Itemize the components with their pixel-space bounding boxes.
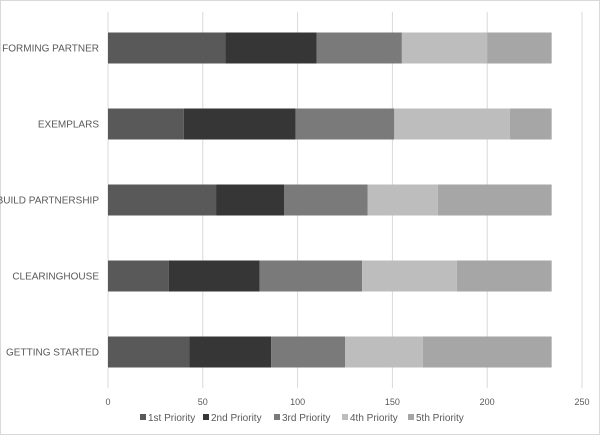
legend-swatch-2 (203, 414, 209, 420)
legend-label-4: 4th Priority (350, 413, 398, 424)
category-label-exemplars: EXEMPLARS (38, 120, 99, 131)
bar-exemplars-series-4 (394, 108, 510, 140)
bar-build-partnership-series-1 (108, 184, 217, 216)
x-tick-label-100: 100 (290, 397, 305, 407)
legend-label-3: 3rd Priority (282, 413, 330, 424)
legend-label-5: 5th Priority (416, 413, 464, 424)
category-label-getting-started: GETTING STARTED (6, 348, 99, 359)
category-label-forming-partner: FORMING PARTNER (2, 44, 99, 55)
bar-forming-partner-series-4 (401, 32, 488, 64)
bar-exemplars-series-1 (108, 108, 184, 140)
bar-clearinghouse-series-2 (168, 260, 260, 292)
x-tick-label-50: 50 (198, 397, 208, 407)
bar-getting-started-series-2 (189, 336, 272, 368)
bar-build-partnership-series-5 (437, 184, 552, 216)
category-label-build-partnership: BUILD PARTNERSHIP (0, 196, 99, 207)
bar-getting-started-series-1 (108, 336, 190, 368)
bar-exemplars-series-2 (183, 108, 296, 140)
x-tick-label-250: 250 (574, 397, 589, 407)
bar-forming-partner-series-3 (316, 32, 402, 64)
bar-clearinghouse-series-1 (108, 260, 169, 292)
x-tick-label-200: 200 (480, 397, 495, 407)
x-tick-label-0: 0 (105, 397, 110, 407)
bar-getting-started-series-4 (345, 336, 423, 368)
legend-label-2: 2nd Priority (211, 413, 262, 424)
category-label-clearinghouse: CLEARINGHOUSE (12, 272, 99, 283)
bar-getting-started-series-3 (271, 336, 345, 368)
legend-swatch-3 (274, 414, 280, 420)
legend-swatch-5 (408, 414, 414, 420)
legend-label-1: 1st Priority (148, 413, 195, 424)
bar-forming-partner-series-5 (487, 32, 552, 64)
bar-build-partnership-series-4 (367, 184, 438, 216)
bar-getting-started-series-5 (422, 336, 552, 368)
bar-forming-partner-series-2 (225, 32, 317, 64)
legend-swatch-1 (140, 414, 146, 420)
bar-exemplars-series-5 (509, 108, 552, 140)
bar-clearinghouse-series-4 (362, 260, 457, 292)
bar-forming-partner-series-1 (108, 32, 226, 64)
bar-clearinghouse-series-5 (456, 260, 552, 292)
bar-build-partnership-series-3 (284, 184, 368, 216)
legend-swatch-4 (342, 414, 348, 420)
bar-exemplars-series-3 (295, 108, 395, 140)
x-tick-label-150: 150 (385, 397, 400, 407)
bar-build-partnership-series-2 (216, 184, 285, 216)
bar-clearinghouse-series-3 (259, 260, 363, 292)
